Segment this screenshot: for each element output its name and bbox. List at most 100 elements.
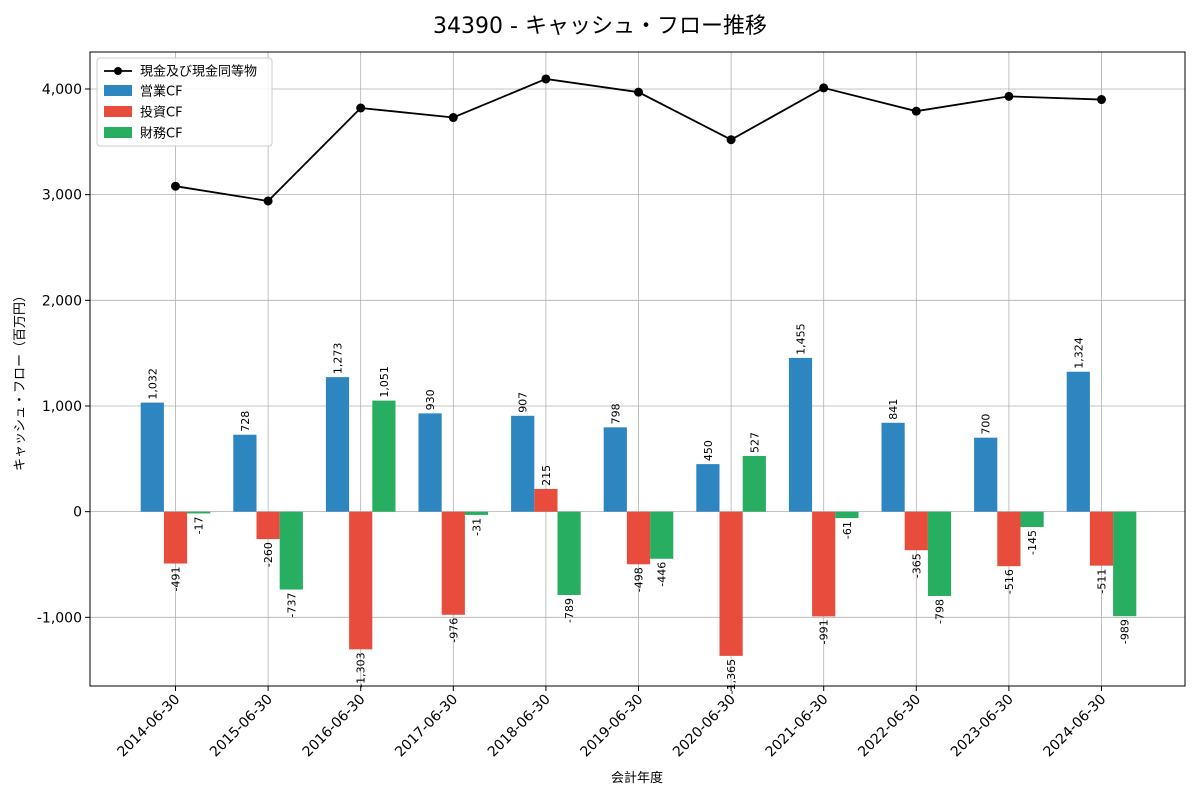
bar-value-label: -491 [170,567,183,592]
y-axis-label: キャッシュ・フロー（百万円） [13,289,28,471]
bars-layer [140,357,1137,656]
bar-investing [163,511,188,564]
bar-value-label: -1,365 [725,659,738,694]
x-axis-label: 会計年度 [611,770,663,786]
bar-value-label: -516 [1003,569,1016,594]
x-tick-label: 2020-06-30 [670,692,739,761]
bar-value-label: -61 [841,521,854,539]
bar-value-label: 728 [239,411,252,432]
legend-label: 現金及び現金同等物 [140,64,257,80]
bar-value-label: -498 [633,567,646,592]
x-tick-label: 2022-06-30 [855,692,924,761]
bar-value-label: 1,032 [146,368,159,400]
cash-point [911,106,921,116]
bar-operating [603,427,627,512]
bar-value-label: -991 [818,619,831,644]
legend-swatch [104,106,132,117]
chart-title: 34390 - キャッシュ・フロー推移 [433,14,767,39]
bar-value-label: -737 [285,593,298,618]
x-tick-label: 2014-06-30 [114,692,183,761]
bar-operating [233,434,257,512]
bar-value-label: -976 [447,618,460,643]
legend-swatch [104,127,132,138]
x-tick-label: 2015-06-30 [207,692,276,761]
cash-point [263,196,273,206]
x-tick-label: 2019-06-30 [577,692,646,761]
bar-financing [279,511,303,590]
bar-financing [557,511,581,596]
bar-value-label: 930 [424,389,437,410]
y-tick-label: 2,000 [42,293,82,309]
bar-value-label: 527 [748,432,761,453]
legend-swatch [104,85,132,96]
cash-point [356,103,366,113]
plot-frame [89,51,1186,687]
legend-line-marker [114,67,122,75]
legend-label: 営業CF [140,84,183,100]
y-tick-label: 0 [73,505,82,521]
axes-ticks: -1,000 0 1,000 2,000 3,000 4,000 2014-06-30 201… [37,82,1109,760]
cash-point [1004,91,1014,101]
legend-label: 投資CF [140,105,183,121]
bar-financing [1020,511,1044,527]
bar-investing [812,511,836,617]
bar-operating [696,464,720,512]
bar-value-label: 700 [980,414,993,435]
x-tick-label: 2023-06-30 [948,692,1017,761]
legend-box [96,57,273,147]
bar-value-label: -260 [262,542,275,567]
bar-value-label: -365 [910,553,923,578]
bar-operating [325,377,350,512]
bar-financing [927,511,952,596]
bar-value-label: -989 [1119,619,1132,644]
bar-operating [1066,371,1090,512]
bar-value-label: 215 [540,465,553,486]
cash-point [448,113,458,123]
x-tick-label: 2017-06-30 [392,692,461,761]
bar-operating [974,437,998,512]
cash-point [819,83,829,93]
cash-point [726,135,736,145]
bar-value-label: 907 [517,392,530,413]
bar-operating [511,415,535,512]
bar-investing [534,488,558,512]
line-layer [171,74,1106,206]
bar-value-label: 841 [887,399,900,420]
legend-label: 財務CF [140,127,183,142]
y-tick-label: 3,000 [42,188,82,204]
bar-value-label: 1,273 [332,343,345,375]
y-tick-label: -1,000 [37,610,82,626]
bar-value-label: -511 [1096,569,1109,594]
bar-value-label: 798 [609,403,622,424]
x-tick-label: 2016-06-30 [300,692,369,761]
cash-point [541,74,551,84]
bar-investing [441,511,465,615]
x-tick-label: 2024-06-30 [1040,692,1109,761]
bar-value-label: -798 [934,599,947,624]
x-tick-label: 2021-06-30 [763,692,832,761]
bar-investing [997,511,1021,567]
bar-investing [256,511,280,540]
bar-value-label: 1,324 [1072,337,1085,369]
y-tick-label: 4,000 [42,82,82,98]
bar-operating [418,413,442,512]
x-tick-label: 2018-06-30 [485,692,554,761]
cash-point [634,87,643,97]
bar-operating [140,402,164,512]
bar-financing [835,511,859,519]
bar-investing [904,511,928,551]
bar-investing [1089,511,1114,566]
bar-operating [881,422,905,512]
bar-value-label: -789 [563,598,576,623]
bar-value-label: -1,303 [355,652,368,687]
data-labels: 1,032 728 1,273 930 907 798 450 1,455 841 700 1,32… [146,323,1131,694]
bar-value-label: 1,455 [795,323,808,355]
bar-financing [187,511,211,514]
bar-value-label: 450 [702,440,715,461]
bar-value-label: 1,051 [378,366,391,398]
bar-investing [626,511,651,565]
y-tick-label: 1,000 [42,399,82,415]
bar-financing [464,511,489,515]
